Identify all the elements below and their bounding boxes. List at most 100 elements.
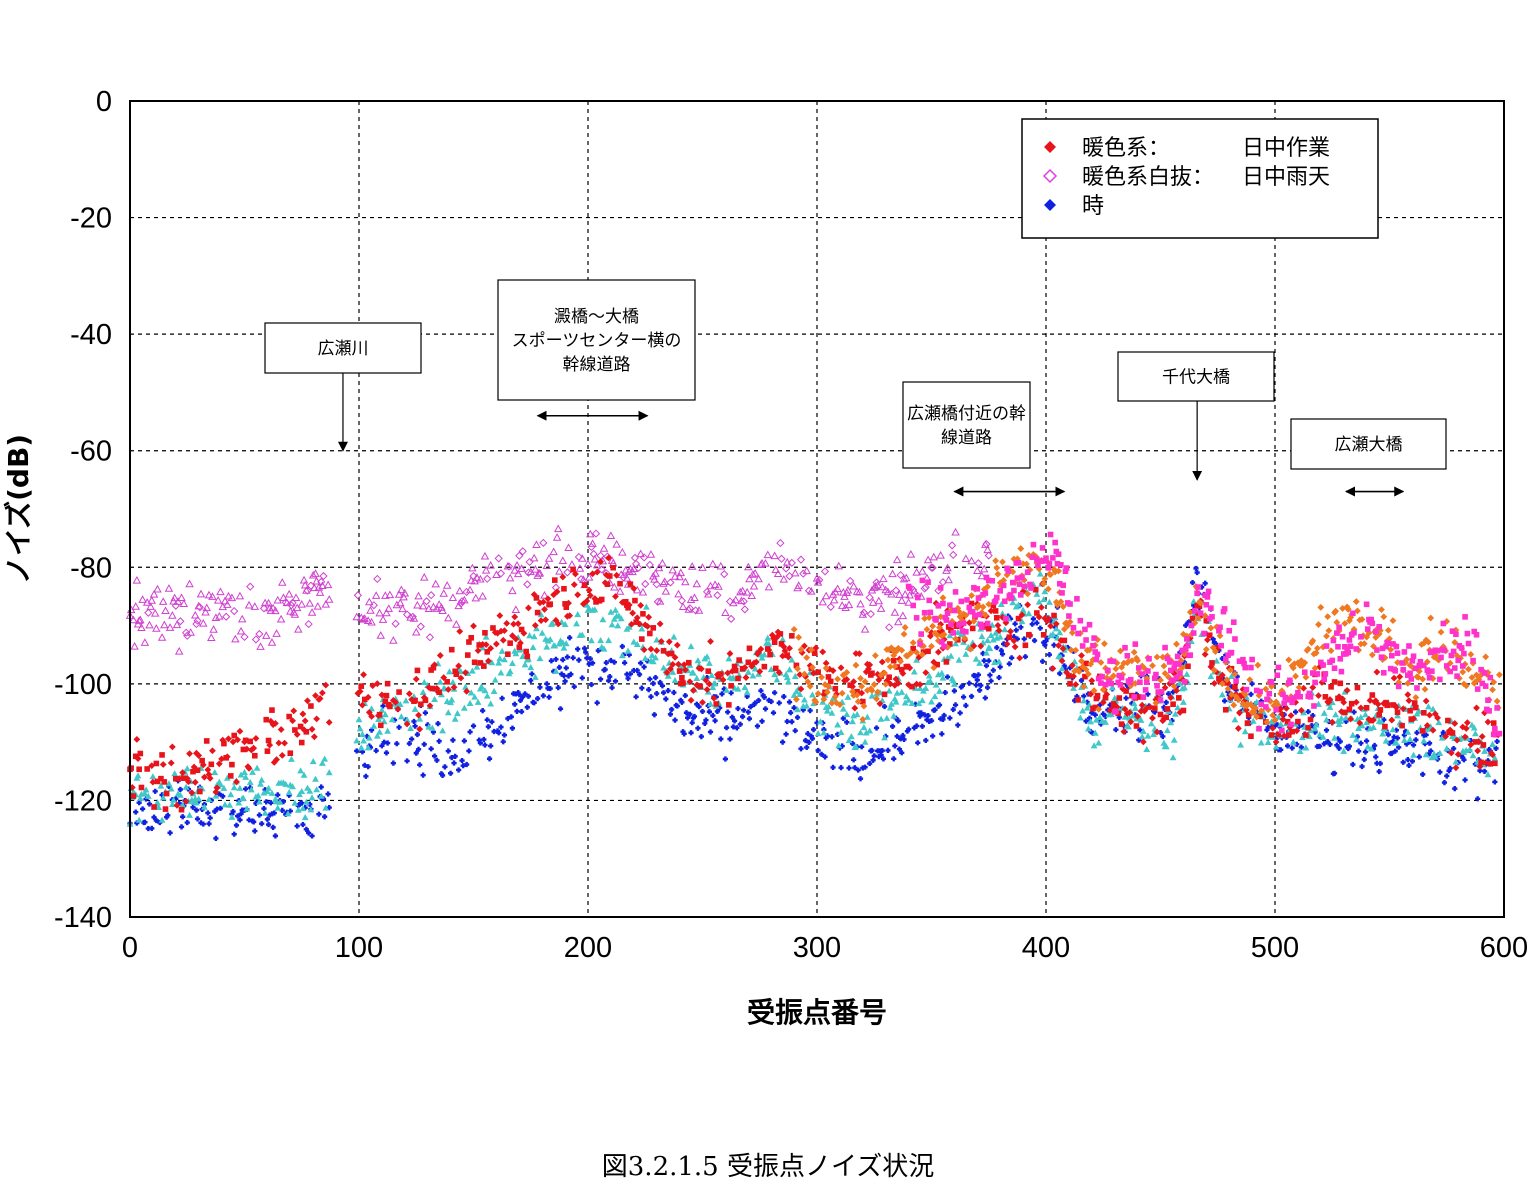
data-point — [539, 538, 548, 547]
data-point — [1394, 735, 1401, 741]
data-point — [309, 833, 315, 839]
data-point — [784, 678, 792, 685]
data-point — [212, 792, 220, 799]
data-point — [466, 699, 474, 707]
data-point — [159, 752, 165, 758]
data-point — [481, 687, 489, 694]
data-point — [1352, 736, 1360, 743]
data-point — [245, 764, 253, 772]
data-point — [1467, 651, 1475, 658]
data-point — [322, 814, 328, 820]
data-point — [175, 775, 183, 783]
data-point — [1113, 708, 1119, 714]
data-point — [571, 684, 577, 690]
data-point — [1127, 676, 1134, 683]
data-point — [390, 760, 396, 766]
data-point — [512, 701, 518, 707]
data-point — [1315, 700, 1322, 707]
data-point — [439, 772, 446, 779]
data-point — [1133, 654, 1140, 662]
data-point — [771, 671, 779, 678]
data-point — [1411, 700, 1418, 706]
data-point — [421, 741, 427, 747]
data-point — [636, 620, 643, 628]
data-point — [194, 601, 203, 610]
data-point — [213, 784, 221, 792]
data-point — [413, 600, 422, 609]
data-point — [311, 569, 320, 577]
data-point — [544, 595, 552, 603]
data-point — [563, 665, 569, 671]
data-point — [777, 631, 784, 637]
data-point — [919, 723, 925, 729]
data-point — [693, 674, 701, 682]
data-point — [1484, 718, 1492, 726]
data-point — [1019, 560, 1027, 568]
data-point — [986, 658, 992, 664]
data-point — [852, 765, 858, 771]
data-point — [265, 821, 272, 828]
data-point — [718, 736, 724, 742]
data-point — [1350, 761, 1356, 768]
data-point — [141, 790, 149, 797]
data-point — [874, 596, 884, 605]
data-point — [1035, 598, 1043, 605]
data-point — [799, 569, 808, 578]
data-point — [1262, 685, 1270, 693]
data-point — [1291, 660, 1298, 668]
data-point — [323, 580, 333, 589]
data-point — [671, 676, 679, 683]
data-point — [588, 539, 597, 547]
data-point — [561, 620, 569, 627]
data-point — [655, 596, 665, 605]
data-point — [505, 715, 511, 722]
data-point — [877, 715, 885, 722]
data-point — [136, 794, 144, 801]
data-point — [912, 567, 921, 576]
data-point — [633, 640, 641, 647]
data-point — [586, 592, 594, 599]
data-point — [823, 688, 831, 696]
data-point — [1046, 598, 1053, 605]
data-point — [1107, 658, 1113, 664]
data-point — [1294, 659, 1302, 667]
data-point — [731, 718, 738, 724]
data-point — [1400, 667, 1407, 673]
data-point — [705, 680, 713, 688]
data-point — [259, 821, 265, 827]
data-point — [416, 725, 424, 733]
data-point — [1462, 725, 1470, 732]
data-point — [540, 591, 549, 599]
data-point — [789, 719, 795, 725]
data-point — [947, 715, 953, 721]
data-point — [1223, 676, 1231, 684]
data-point — [1057, 598, 1065, 606]
data-point — [646, 687, 652, 693]
data-point — [928, 718, 935, 724]
data-point — [1331, 734, 1338, 741]
data-point — [1140, 694, 1147, 700]
data-point — [201, 803, 208, 810]
data-point — [1176, 709, 1184, 716]
annotation-text: 広瀬大橋 — [1335, 435, 1403, 455]
data-point — [987, 607, 995, 615]
data-point — [1170, 736, 1178, 743]
data-point — [1447, 765, 1453, 771]
data-point — [1006, 634, 1013, 640]
data-point — [681, 731, 687, 737]
data-point — [989, 577, 995, 584]
data-point — [1060, 625, 1068, 633]
data-point — [1030, 541, 1037, 548]
data-point — [1078, 657, 1085, 665]
data-point — [597, 565, 606, 574]
data-point — [579, 675, 585, 681]
data-point — [1423, 732, 1429, 738]
data-point — [1041, 575, 1049, 583]
data-point — [1319, 733, 1327, 740]
data-point — [1110, 701, 1117, 707]
data-point — [731, 663, 738, 670]
data-point — [162, 806, 169, 812]
data-point — [1452, 764, 1460, 772]
data-point — [365, 734, 373, 741]
data-point — [496, 569, 506, 578]
